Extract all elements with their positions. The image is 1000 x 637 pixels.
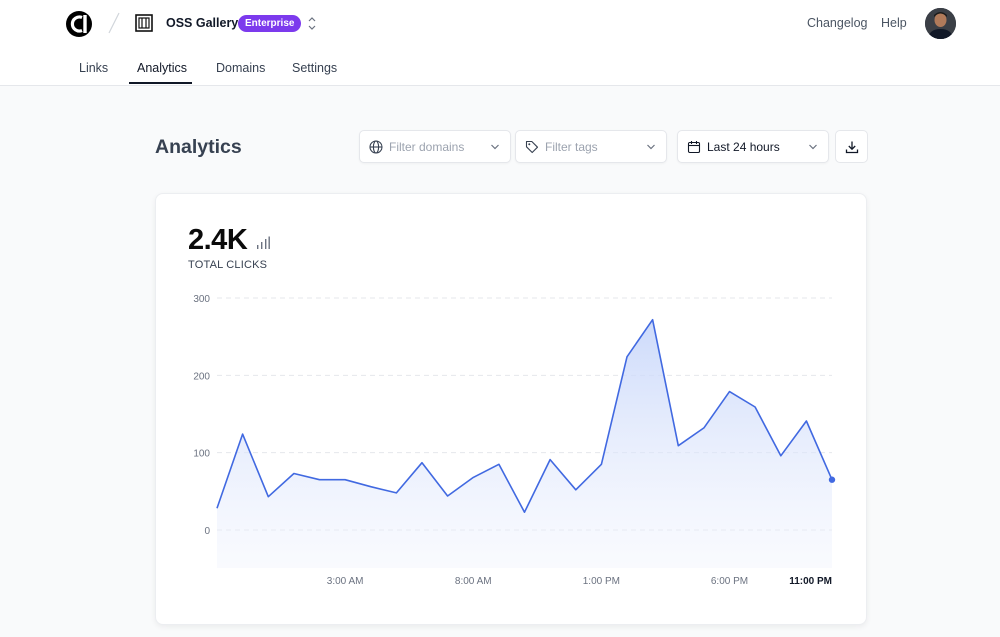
chevron-down-icon xyxy=(491,144,499,150)
data-point[interactable] xyxy=(549,458,552,461)
date-range-select[interactable]: Last 24 hours xyxy=(677,130,829,163)
data-point[interactable] xyxy=(421,461,424,464)
data-point[interactable] xyxy=(677,444,680,447)
y-tick-label: 0 xyxy=(204,526,210,537)
x-tick-label: 1:00 PM xyxy=(583,576,620,587)
data-point[interactable] xyxy=(574,488,577,491)
plan-badge: Enterprise xyxy=(238,15,302,32)
data-point[interactable] xyxy=(472,476,475,479)
date-range-value: Last 24 hours xyxy=(707,140,780,154)
user-avatar-icon xyxy=(925,8,956,39)
data-point[interactable] xyxy=(651,318,654,321)
filter-tags-select[interactable]: Filter tags xyxy=(515,130,667,163)
x-tick-label: 3:00 AM xyxy=(327,576,364,587)
total-clicks-value: 2.4K xyxy=(188,224,248,256)
data-point[interactable] xyxy=(267,495,270,498)
data-point[interactable] xyxy=(318,478,321,481)
active-tab-indicator xyxy=(129,82,192,84)
breadcrumb-separator-icon xyxy=(108,12,120,34)
data-point[interactable] xyxy=(395,491,398,494)
help-link[interactable]: Help xyxy=(881,16,907,30)
data-point[interactable] xyxy=(805,419,808,422)
filter-domains-select[interactable]: Filter domains xyxy=(359,130,511,163)
data-point[interactable] xyxy=(626,355,629,358)
x-tick-label: 6:00 PM xyxy=(711,576,748,587)
tab-settings[interactable]: Settings xyxy=(292,61,338,75)
tab-links[interactable]: Links xyxy=(79,61,109,75)
top-navigation: OSS Gallery Enterprise Changelog Help Li… xyxy=(0,0,1000,86)
data-point[interactable] xyxy=(344,478,347,481)
download-icon xyxy=(845,141,859,154)
data-point[interactable] xyxy=(446,494,449,497)
data-point[interactable] xyxy=(702,426,705,429)
download-button[interactable] xyxy=(835,130,868,163)
data-point[interactable] xyxy=(754,406,757,409)
series-area xyxy=(217,319,832,568)
data-point[interactable] xyxy=(216,507,219,510)
data-point[interactable] xyxy=(497,463,500,466)
changelog-link[interactable]: Changelog xyxy=(807,16,868,30)
clicks-timeseries-chart: 0 100 200 300 3:00 AM 8:00 AM 1:00 PM 6:00 PM 1… xyxy=(193,294,836,587)
x-tick-label: 11:00 PM xyxy=(789,576,832,587)
tag-icon xyxy=(525,140,539,154)
y-tick-label: 100 xyxy=(193,449,210,460)
globe-icon xyxy=(369,140,383,154)
bar-chart-icon[interactable] xyxy=(256,236,270,250)
page-title: Analytics xyxy=(155,136,242,158)
tab-analytics[interactable]: Analytics xyxy=(137,61,188,75)
filter-tags-placeholder: Filter tags xyxy=(545,140,598,154)
data-point[interactable] xyxy=(728,390,731,393)
data-point[interactable] xyxy=(369,485,372,488)
y-tick-label: 300 xyxy=(193,294,210,305)
workspace-logo-icon[interactable] xyxy=(135,14,153,32)
filter-domains-placeholder: Filter domains xyxy=(389,140,465,154)
workspace-switcher-icon[interactable] xyxy=(306,15,318,32)
calendar-icon xyxy=(687,141,701,154)
app-logo-icon[interactable] xyxy=(66,11,92,37)
series-line xyxy=(216,318,833,513)
tab-domains[interactable]: Domains xyxy=(216,61,266,75)
data-point[interactable] xyxy=(292,472,295,475)
data-point[interactable] xyxy=(241,433,244,436)
x-tick-label: 8:00 AM xyxy=(455,576,492,587)
last-data-point[interactable] xyxy=(828,476,836,483)
data-point[interactable] xyxy=(523,511,526,514)
chevron-down-icon xyxy=(647,144,655,150)
analytics-card: 2.4K TOTAL CLICKS 0 100 200 300 3:00 AM 8:00… xyxy=(155,193,867,625)
user-avatar[interactable] xyxy=(925,8,956,39)
chevron-down-icon xyxy=(809,144,817,150)
total-clicks-label: TOTAL CLICKS xyxy=(188,259,268,271)
y-tick-label: 200 xyxy=(193,371,210,382)
workspace-name[interactable]: OSS Gallery xyxy=(166,16,239,30)
data-point[interactable] xyxy=(779,454,782,457)
data-point[interactable] xyxy=(600,463,603,466)
